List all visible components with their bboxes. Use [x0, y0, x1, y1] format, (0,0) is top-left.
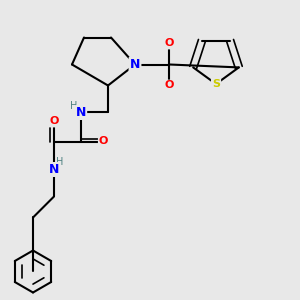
Text: O: O [165, 38, 174, 49]
Text: S: S [212, 79, 220, 89]
Text: H: H [56, 157, 64, 167]
Text: N: N [76, 106, 86, 119]
Text: N: N [49, 163, 59, 176]
Text: O: O [99, 136, 108, 146]
Text: O: O [49, 116, 59, 127]
Text: H: H [70, 101, 77, 112]
Text: O: O [165, 80, 174, 91]
Text: N: N [130, 58, 140, 71]
